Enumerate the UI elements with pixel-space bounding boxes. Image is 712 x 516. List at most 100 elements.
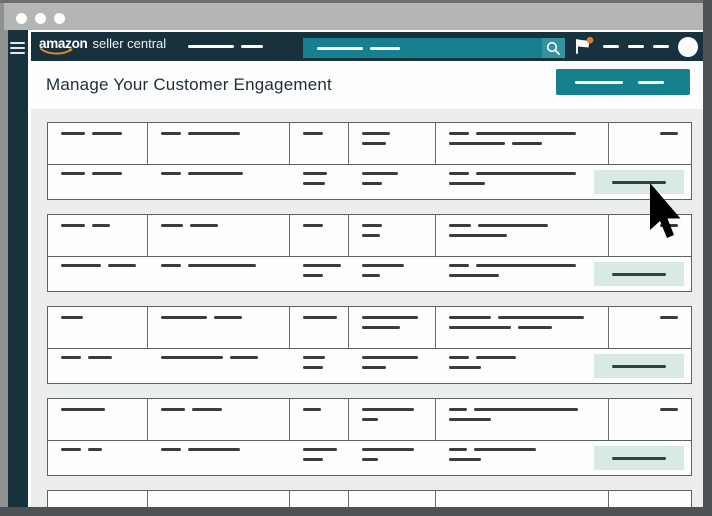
placeholder-dash (361, 182, 382, 185)
engagement-card (47, 398, 692, 476)
placeholder-text-line (448, 264, 597, 267)
placeholder-dash (61, 132, 85, 135)
placeholder-dash (448, 172, 469, 175)
placeholder-dash (191, 408, 222, 411)
placeholder-text-line (622, 132, 678, 135)
placeholder-dash (475, 172, 576, 175)
placeholder-dash (653, 45, 669, 48)
table-row (48, 349, 691, 383)
window-control-dot[interactable] (54, 13, 65, 24)
placeholder-dash (448, 408, 467, 411)
window-bottom-frame (0, 507, 712, 516)
placeholder-dash (361, 274, 380, 277)
page-title: Manage Your Customer Engagement (46, 75, 332, 94)
engagement-card (47, 122, 692, 200)
placeholder-text-line (361, 418, 422, 421)
placeholder-dash (448, 366, 481, 369)
placeholder-dash (160, 132, 181, 135)
hamburger-icon[interactable] (10, 42, 28, 55)
mouse-cursor (650, 183, 681, 238)
row-action-button[interactable] (594, 170, 684, 194)
table-cell (349, 491, 436, 507)
placeholder-text-line (61, 132, 134, 135)
window-top-edge (0, 0, 712, 3)
placeholder-dash (303, 274, 324, 277)
table-cell (48, 215, 148, 256)
table-cell (349, 441, 436, 475)
row-action-button[interactable] (594, 446, 684, 470)
table-cell (594, 257, 691, 291)
placeholder-dash (473, 408, 578, 411)
placeholder-text-line (61, 448, 135, 451)
placeholder-dash (303, 172, 328, 175)
placeholder-dash (361, 418, 378, 421)
placeholder-text-line (303, 408, 335, 411)
placeholder-text-line (448, 132, 596, 135)
placeholder-dash (160, 316, 207, 319)
placeholder-text-line (448, 458, 597, 461)
placeholder-dash (361, 132, 390, 135)
placeholder-dash (61, 264, 101, 267)
table-cell (436, 491, 610, 507)
placeholder-text-line (361, 132, 422, 135)
table-cell (48, 399, 148, 440)
table-header-row (48, 215, 691, 257)
placeholder-text-line (160, 224, 277, 227)
placeholder-text-line (361, 224, 422, 227)
placeholder-dash (187, 132, 240, 135)
placeholder-text-line (361, 458, 423, 461)
account-avatar[interactable] (678, 36, 698, 57)
window-control-dot[interactable] (16, 13, 27, 24)
collapsed-sidebar (8, 30, 28, 507)
placeholder-text-line (303, 172, 336, 175)
table-cell (436, 307, 610, 348)
table-cell (48, 349, 148, 383)
placeholder-dash (603, 45, 619, 48)
placeholder-dash (361, 224, 382, 227)
placeholder-dash (448, 326, 511, 329)
amazon-seller-central-logo[interactable]: amazon seller central (39, 36, 166, 55)
placeholder-text-line (448, 274, 597, 277)
placeholder-dash (61, 448, 81, 451)
placeholder-text-line (303, 448, 338, 451)
flag-icon[interactable] (574, 37, 594, 56)
table-cell (48, 441, 148, 475)
row-action-button[interactable] (594, 262, 684, 286)
button-label-placeholder (612, 180, 666, 184)
table-cell (290, 165, 349, 199)
placeholder-dash (448, 132, 469, 135)
button-label-placeholder (612, 364, 666, 368)
search-icon (546, 41, 560, 55)
placeholder-dash (638, 80, 664, 84)
placeholder-dash (229, 356, 258, 359)
placeholder-dash (160, 172, 181, 175)
placeholder-dash (188, 45, 234, 48)
placeholder-text-line (448, 366, 597, 369)
placeholder-text-line (303, 182, 336, 185)
placeholder-dash (160, 356, 223, 359)
table-cell (290, 399, 349, 440)
placeholder-text-line (303, 264, 342, 267)
table-cell (48, 307, 148, 348)
placeholder-dash (160, 448, 181, 451)
table-cell (436, 349, 610, 383)
placeholder-dash (448, 448, 467, 451)
table-cell (148, 123, 291, 164)
placeholder-dash (628, 45, 644, 48)
engagement-card-list (31, 109, 703, 507)
placeholder-dash (303, 224, 324, 227)
placeholder-text-line (61, 224, 134, 227)
placeholder-dash (475, 356, 516, 359)
search-button[interactable] (542, 38, 565, 58)
table-cell (148, 307, 291, 348)
placeholder-text-line (303, 316, 338, 319)
search-input[interactable] (303, 38, 565, 58)
table-cell (290, 491, 349, 507)
table-cell (48, 123, 148, 164)
row-action-button[interactable] (594, 354, 684, 378)
placeholder-dash (61, 172, 85, 175)
placeholder-dash (361, 172, 398, 175)
primary-action-button[interactable] (556, 69, 690, 95)
placeholder-dash (92, 224, 110, 227)
window-control-dot[interactable] (35, 13, 46, 24)
